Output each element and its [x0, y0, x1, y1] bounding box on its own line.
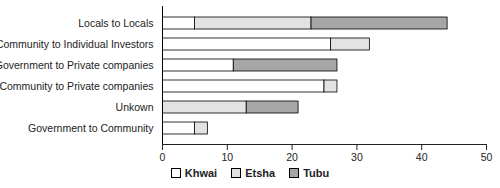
svg-text:10: 10: [221, 151, 233, 163]
svg-text:Government to Private companie: Government to Private companies: [0, 59, 154, 71]
html-text:Tubu: Tubu: [303, 167, 330, 179]
svg-text:20: 20: [286, 151, 298, 163]
svg-text:Locals to Locals: Locals to Locals: [78, 17, 153, 29]
svg-text:0: 0: [160, 151, 166, 163]
html-text:Etsha: Etsha: [245, 167, 276, 179]
svg-text:40: 40: [416, 151, 428, 163]
svg-text:30: 30: [351, 151, 363, 163]
svg-text:Community to Individual Invest: Community to Individual Investors: [0, 38, 154, 50]
svg-text:Unkown: Unkown: [116, 101, 154, 113]
svg-text:Government to Community: Government to Community: [28, 122, 154, 134]
svg-text:Community to Private companies: Community to Private companies: [0, 80, 154, 92]
svg-text:50: 50: [481, 151, 493, 163]
html-text:Khwai: Khwai: [184, 167, 218, 179]
